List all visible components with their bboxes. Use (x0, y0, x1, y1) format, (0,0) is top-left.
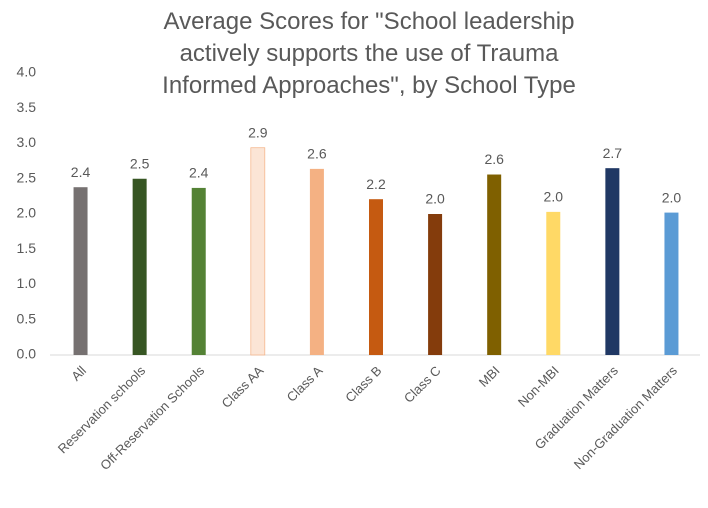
y-tick-label: 4.0 (17, 64, 37, 80)
y-tick-label: 3.5 (17, 99, 37, 115)
x-tick-label: MBI (476, 363, 503, 390)
bar (428, 214, 443, 355)
bar (546, 211, 561, 355)
x-tick-label: Class C (401, 363, 444, 406)
bar (487, 174, 502, 355)
value-label: 2.6 (484, 151, 504, 167)
bar (605, 168, 620, 355)
x-tick-label: All (68, 363, 89, 384)
value-label: 2.7 (603, 145, 623, 161)
value-label: 2.0 (544, 189, 564, 205)
value-label: 2.0 (425, 191, 445, 207)
y-tick-label: 2.5 (17, 169, 37, 185)
x-tick-label: Non-MBI (515, 363, 562, 410)
bar (73, 187, 88, 355)
x-tick-label: Off-Reservation Schools (97, 363, 207, 473)
x-tick-label: Class A (284, 363, 326, 405)
bar (369, 199, 383, 355)
x-tick-label: Class AA (218, 363, 266, 411)
y-tick-label: 3.0 (17, 134, 37, 150)
bar (664, 212, 679, 355)
y-tick-label: 1.5 (17, 240, 37, 256)
bar (191, 187, 206, 355)
value-label: 2.0 (662, 189, 682, 205)
value-label: 2.4 (71, 164, 91, 180)
y-tick-label: 0.0 (17, 346, 37, 362)
x-tick-label: Class B (342, 363, 384, 405)
value-label: 2.5 (130, 155, 150, 171)
bar (132, 178, 147, 355)
value-label: 2.9 (248, 124, 268, 140)
value-label: 2.6 (307, 146, 327, 162)
y-tick-label: 1.0 (17, 275, 37, 291)
value-label: 2.2 (366, 176, 386, 192)
value-label: 2.4 (189, 165, 209, 181)
bar (309, 168, 324, 355)
y-tick-label: 0.5 (17, 310, 37, 326)
x-tick-label: Non-Graduation Matters (571, 363, 681, 473)
y-tick-label: 2.0 (17, 205, 37, 221)
chart-title: Average Scores for "School leadership ac… (162, 8, 576, 99)
bar (250, 147, 266, 356)
